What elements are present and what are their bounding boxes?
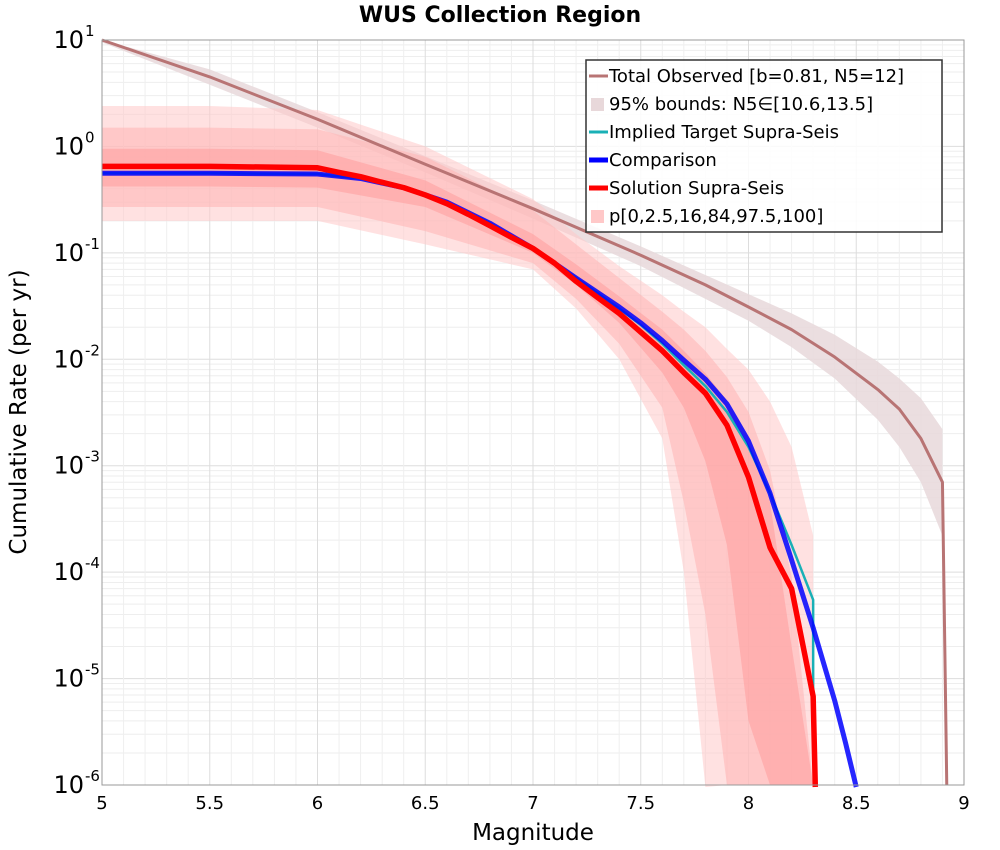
x-tick-label: 6.5	[411, 793, 440, 814]
legend: Total Observed [b=0.81, N5=12] 95% bounds…	[585, 59, 943, 233]
series-lines	[101, 38, 949, 788]
x-tick-label: 8.5	[842, 793, 871, 814]
legend-label: p[0,2.5,16,84,97.5,100]	[609, 206, 823, 227]
legend-label: Solution Supra-Seis	[609, 178, 784, 199]
y-tick-exponent: -2	[85, 341, 100, 359]
y-tick-label: 10	[53, 132, 84, 160]
y-tick-exponent: -5	[85, 661, 100, 679]
x-axis-ticks: 5 5.5 6 6.5 7 7.5 8 8.5 9	[96, 793, 969, 814]
y-tick-label: 10	[53, 665, 84, 693]
y-tick-label: 10	[53, 558, 84, 586]
x-tick-label: 6	[312, 793, 323, 814]
band-2.5-97.5	[102, 127, 814, 785]
legend-swatch	[591, 98, 604, 111]
plot-frame	[101, 39, 965, 786]
series-line	[102, 163, 819, 788]
legend-swatch	[591, 210, 604, 223]
y-tick-label: 10	[53, 452, 84, 480]
legend-label: 95% bounds: N5∈[10.6,13.5]	[609, 94, 873, 115]
x-tick-label: 9	[958, 793, 969, 814]
legend-label: Implied Target Supra-Seis	[609, 122, 839, 143]
x-tick-label: 7.5	[626, 793, 655, 814]
legend-label: Comparison	[609, 150, 717, 171]
y-tick-label: 10	[53, 345, 84, 373]
y-tick-exponent: -6	[85, 767, 100, 785]
y-tick-exponent: 0	[85, 128, 95, 146]
y-tick-exponent: -4	[85, 554, 100, 572]
y-tick-exponent: 1	[85, 22, 95, 40]
legend-label: Total Observed [b=0.81, N5=12]	[608, 66, 904, 87]
y-tick-label: 10	[53, 26, 84, 54]
x-tick-label: 5	[96, 793, 107, 814]
chart-title: WUS Collection Region	[359, 3, 641, 28]
legend-box	[585, 59, 943, 233]
x-axis-label: Magnitude	[472, 820, 594, 846]
series-line	[101, 38, 949, 786]
y-tick-label: 10	[53, 771, 84, 799]
y-tick-label: 10	[53, 239, 84, 267]
y-tick-exponent: -3	[85, 448, 100, 466]
x-tick-label: 5.5	[195, 793, 224, 814]
y-axis-label: Cumulative Rate (per yr)	[6, 269, 32, 554]
x-tick-label: 7	[527, 793, 538, 814]
y-tick-exponent: -1	[85, 235, 100, 253]
x-tick-label: 8	[743, 793, 754, 814]
